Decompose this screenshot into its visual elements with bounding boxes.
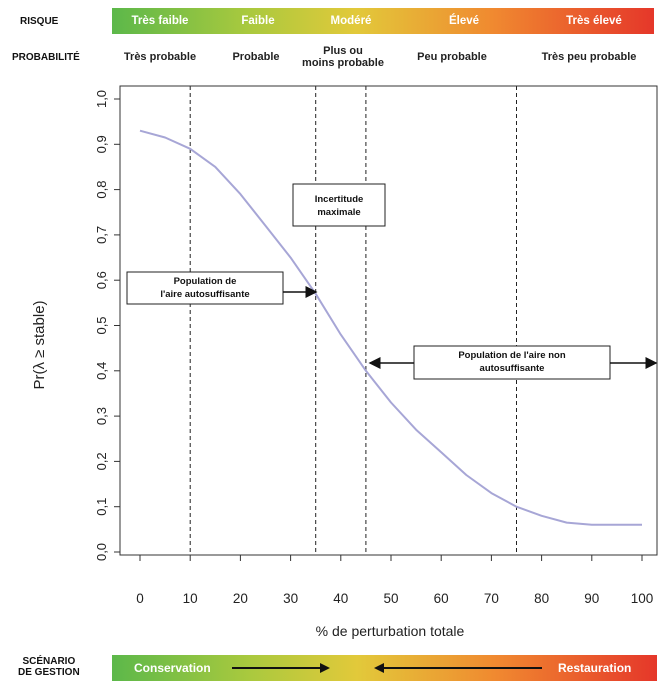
axes: 0,0 0,1 0,2 0,3 0,4 0,5 0,6 0,7 0,8 0,9 1,0 0 10 20 30… [94,85,658,606]
risk-gradient-bar: Très faible Faible Modéré Élevé Très éle… [112,8,654,34]
x-tick-label: 100 [631,591,654,606]
y-tick-label: 0,0 [94,543,109,561]
x-tick-label: 0 [136,591,144,606]
probability-moderate: Plus ou moins probable [302,45,384,69]
max-uncertainty-text-1: Incertitude [315,194,364,205]
y-tick-label: 0,6 [94,271,109,289]
self-sustaining-box [126,271,284,305]
risk-row-label: RISQUE [20,16,59,27]
curve-layer [139,129,642,526]
x-tick-label: 60 [434,591,449,606]
self-sustaining-text-2: l'aire autosuffisante [160,289,249,300]
probability-very-likely: Très probable [123,51,197,63]
risk-level-low: Faible [241,15,275,27]
x-tick-label: 30 [283,591,298,606]
plot-frame [119,85,658,556]
restoration-label: Restauration [558,661,632,675]
not-self-sustaining-text-2: autosuffisante [480,363,545,374]
management-label-line2: DE GESTION [18,667,80,678]
x-tick-label: 20 [233,591,248,606]
probability-likely: Probable [232,51,280,63]
y-tick-label: 0,7 [94,226,109,244]
y-tick-label: 0,9 [94,135,109,153]
probability-unlikely: Peu probable [417,51,487,63]
x-tick-label: 80 [534,591,549,606]
annotations: Incertitude maximale Population de l'air… [126,183,658,380]
x-tick-label: 40 [333,591,348,606]
x-axis-label: % de perturbation totale [316,623,465,639]
y-tick-label: 0,3 [94,407,109,425]
y-tick-label: 0,8 [94,181,109,199]
risk-level-high: Élevé [448,15,480,27]
management-row-label: SCÉNARIO DE GESTION [18,656,80,678]
x-tick-label: 90 [584,591,599,606]
risk-level-moderate: Modéré [330,15,372,27]
x-tick-label: 50 [383,591,398,606]
risk-level-very-low: Très faible [131,15,189,27]
reference-lines [189,86,517,555]
max-uncertainty-box [292,183,386,227]
restoration-arrow [374,663,542,673]
y-tick-label: 0,4 [94,362,109,380]
x-tick-label: 10 [183,591,198,606]
probability-very-unlikely: Très peu probable [541,51,637,63]
not-self-sustaining-text-1: Population de l'aire non [458,350,565,361]
management-gradient-bar: Conservation Restauration [112,655,657,681]
y-tick-label: 0,2 [94,452,109,470]
probability-curve [139,129,642,526]
probability-row-label: PROBABILITÉ [12,52,80,63]
y-tick-label: 1,0 [94,90,109,108]
self-sustaining-text-1: Population de [174,276,237,287]
risk-level-very-high: Très élevé [566,15,622,27]
conservation-arrow [232,663,330,673]
y-tick-label: 0,1 [94,498,109,516]
probability-curve-chart: 0,0 0,1 0,2 0,3 0,4 0,5 0,6 0,7 0,8 0,9 1,0 0 10 20 30… [31,85,658,639]
x-tick-label: 70 [484,591,499,606]
y-axis-label: Pr(λ ≥ stable) [31,300,48,389]
conservation-label: Conservation [134,661,211,675]
max-uncertainty-text-2: maximale [317,207,360,218]
y-tick-label: 0,5 [94,316,109,334]
management-label-line1: SCÉNARIO [22,656,76,667]
